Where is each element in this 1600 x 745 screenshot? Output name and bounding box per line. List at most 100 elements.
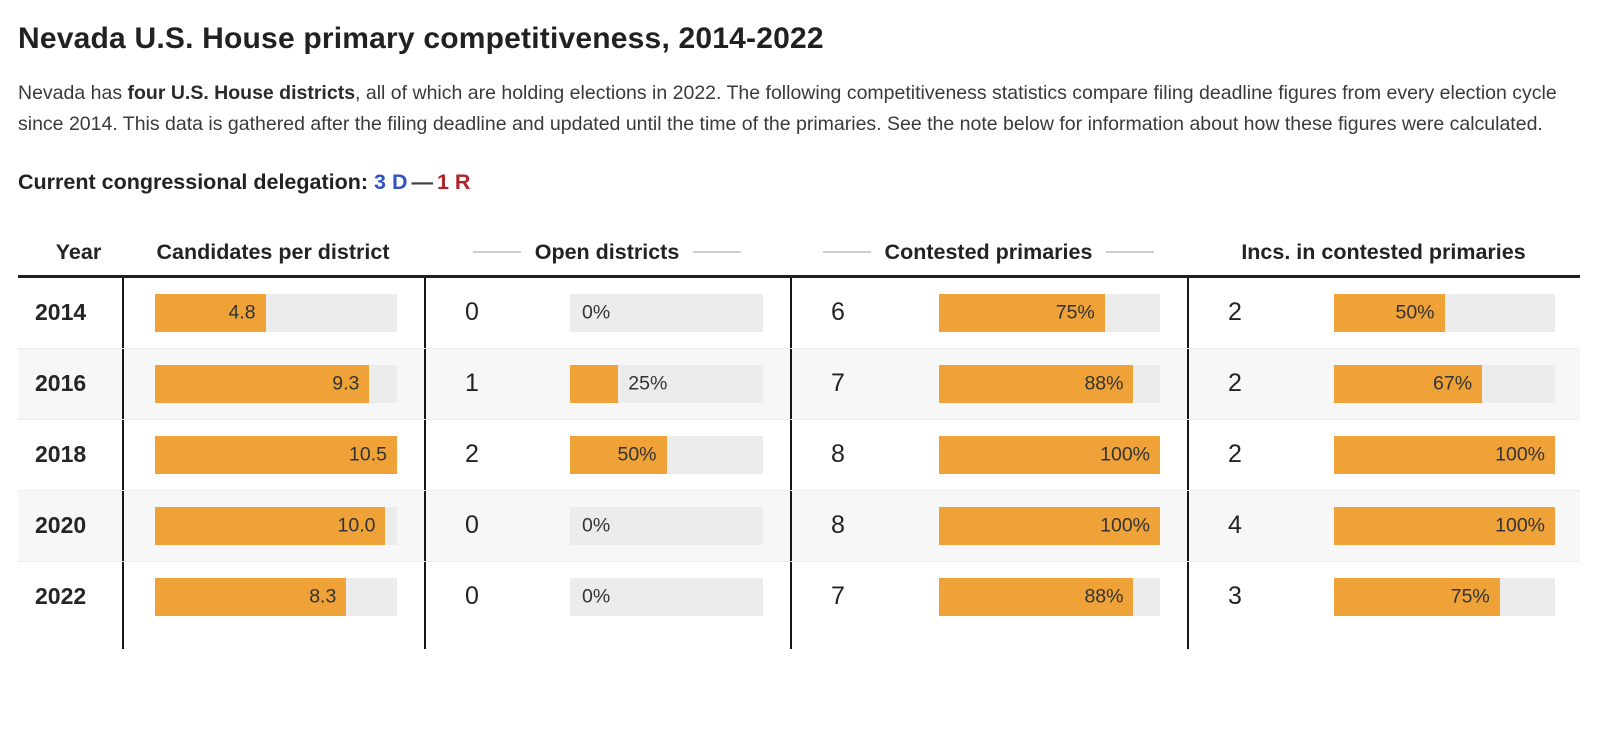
bar-percent-label: 88% bbox=[1084, 585, 1124, 608]
incs-contested-cell: 2 100% bbox=[1187, 419, 1580, 490]
bar-fill bbox=[570, 435, 667, 474]
open-districts-bar: 25% bbox=[570, 364, 763, 403]
incs-contested-count: 2 bbox=[1228, 440, 1242, 469]
bar-percent-label: 100% bbox=[1100, 514, 1150, 537]
contested-primaries-count: 8 bbox=[831, 511, 845, 540]
open-districts-bar: 50% bbox=[570, 435, 763, 474]
candidates-cell: 9.3 bbox=[122, 348, 424, 419]
year-label: 2014 bbox=[35, 299, 87, 326]
contested-primaries-bar: 88% bbox=[939, 577, 1160, 616]
open-districts-count: 0 bbox=[465, 582, 479, 611]
bar-percent-label: 100% bbox=[1495, 443, 1545, 466]
header-incs-in-contested-primaries: Incs. in contested primaries bbox=[1241, 239, 1526, 264]
footer-spacer-cell bbox=[18, 632, 122, 649]
competitiveness-table: Year Candidates per district Open distri… bbox=[18, 239, 1580, 649]
bar-fill bbox=[939, 293, 1105, 332]
page-title: Nevada U.S. House primary competitivenes… bbox=[18, 22, 824, 55]
bar-percent-label: 50% bbox=[1395, 301, 1435, 324]
bar-fill bbox=[570, 364, 619, 403]
intro-bold: four U.S. House districts bbox=[127, 82, 356, 104]
year-label: 2022 bbox=[35, 583, 87, 610]
bar-percent-label: 0% bbox=[582, 301, 611, 324]
bar-fill bbox=[1334, 506, 1555, 545]
bar-value-label: 9.3 bbox=[332, 372, 360, 395]
footer-spacer-cell bbox=[424, 631, 790, 649]
header-dash-icon bbox=[693, 250, 742, 253]
bar-fill bbox=[155, 435, 397, 474]
intro-pre: Nevada has bbox=[18, 82, 128, 104]
open-districts-cell: 2 50% bbox=[424, 419, 790, 490]
open-districts-count: 0 bbox=[465, 298, 479, 327]
incs-contested-bar: 50% bbox=[1334, 293, 1555, 332]
delegation-rep-count: 1 R bbox=[436, 169, 471, 194]
open-districts-count: 2 bbox=[465, 440, 479, 469]
contested-primaries-count: 8 bbox=[831, 440, 845, 469]
candidates-bar: 4.8 bbox=[155, 293, 397, 332]
intro-post: , all of which are holding elections in … bbox=[18, 82, 1557, 135]
incs-contested-cell: 4 100% bbox=[1187, 490, 1580, 561]
bar-percent-label: 100% bbox=[1495, 514, 1545, 537]
year-label: 2018 bbox=[35, 441, 87, 468]
candidates-bar: 10.0 bbox=[155, 506, 397, 545]
incs-contested-cell: 2 67% bbox=[1187, 348, 1580, 419]
footer-spacer-cell bbox=[122, 631, 424, 649]
bar-percent-label: 100% bbox=[1100, 443, 1150, 466]
bar-fill bbox=[1334, 435, 1555, 474]
candidates-bar: 10.5 bbox=[155, 435, 397, 474]
open-districts-cell: 0 0% bbox=[424, 561, 790, 632]
incs-contested-count: 2 bbox=[1228, 369, 1242, 398]
open-districts-cell: 1 25% bbox=[424, 348, 790, 419]
table-footer-spacer bbox=[18, 631, 1580, 649]
bar-percent-label: 50% bbox=[617, 443, 657, 466]
header-dash-icon bbox=[822, 250, 871, 253]
incs-contested-bar: 100% bbox=[1334, 435, 1555, 474]
bar-fill bbox=[155, 364, 370, 403]
delegation-dem-count: 3 D bbox=[374, 169, 408, 194]
candidates-cell: 4.8 bbox=[122, 277, 424, 348]
header-contested-primaries-label: Contested primaries bbox=[884, 239, 1093, 264]
open-districts-count: 0 bbox=[465, 511, 479, 540]
incs-contested-count: 2 bbox=[1228, 298, 1242, 327]
header-year: Year bbox=[55, 239, 102, 264]
contested-primaries-cell: 7 88% bbox=[790, 348, 1187, 419]
contested-primaries-bar: 100% bbox=[939, 506, 1160, 545]
contested-primaries-count: 7 bbox=[831, 582, 845, 611]
table-row: 2022 8.3 0 0% 7 88% 3 75% bbox=[18, 560, 1580, 632]
bar-percent-label: 0% bbox=[582, 514, 611, 537]
candidates-cell: 10.5 bbox=[122, 419, 424, 490]
open-districts-bar: 0% bbox=[570, 577, 763, 616]
bar-percent-label: 67% bbox=[1433, 372, 1473, 395]
contested-primaries-cell: 8 100% bbox=[790, 419, 1187, 490]
bar-value-label: 4.8 bbox=[228, 301, 256, 324]
incs-contested-bar: 67% bbox=[1334, 364, 1555, 403]
table-row: 2016 9.3 1 25% 7 88% 2 67% bbox=[18, 347, 1580, 419]
delegation-separator: — bbox=[411, 169, 433, 194]
bar-fill bbox=[939, 364, 1134, 403]
header-contested-primaries: Contested primaries bbox=[790, 239, 1187, 265]
incs-contested-count: 3 bbox=[1228, 582, 1242, 611]
header-dash-icon bbox=[1106, 250, 1155, 253]
bar-fill bbox=[939, 577, 1134, 616]
open-districts-count: 1 bbox=[465, 369, 479, 398]
table-row: 2014 4.8 0 0% 6 75% 2 50% bbox=[18, 277, 1580, 348]
page: Nevada U.S. House primary competitivenes… bbox=[18, 22, 1580, 649]
table-row: 2018 10.5 2 50% 8 100% 2 100% bbox=[18, 418, 1580, 490]
incs-contested-bar: 75% bbox=[1334, 577, 1555, 616]
bar-percent-label: 75% bbox=[1450, 585, 1490, 608]
bar-fill bbox=[1334, 577, 1500, 616]
delegation-label: Current congressional delegation: bbox=[18, 169, 369, 194]
incs-contested-cell: 3 75% bbox=[1187, 561, 1580, 632]
delegation-line: Current congressional delegation: 3 D —1 … bbox=[18, 170, 1580, 195]
candidates-cell: 8.3 bbox=[122, 561, 424, 632]
bar-fill bbox=[155, 506, 386, 545]
open-districts-bar: 0% bbox=[570, 506, 763, 545]
contested-primaries-bar: 88% bbox=[939, 364, 1160, 403]
header-candidates-per-district: Candidates per district bbox=[156, 239, 390, 264]
candidates-cell: 10.0 bbox=[122, 490, 424, 561]
contested-primaries-cell: 8 100% bbox=[790, 490, 1187, 561]
intro-text: Nevada has four U.S. House districts, al… bbox=[18, 78, 1558, 140]
bar-fill bbox=[155, 577, 347, 616]
bar-value-label: 8.3 bbox=[309, 585, 337, 608]
contested-primaries-bar: 100% bbox=[939, 435, 1160, 474]
bar-fill bbox=[1334, 364, 1483, 403]
